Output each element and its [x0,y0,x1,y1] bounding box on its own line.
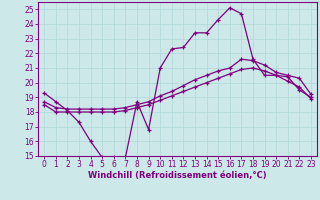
X-axis label: Windchill (Refroidissement éolien,°C): Windchill (Refroidissement éolien,°C) [88,171,267,180]
